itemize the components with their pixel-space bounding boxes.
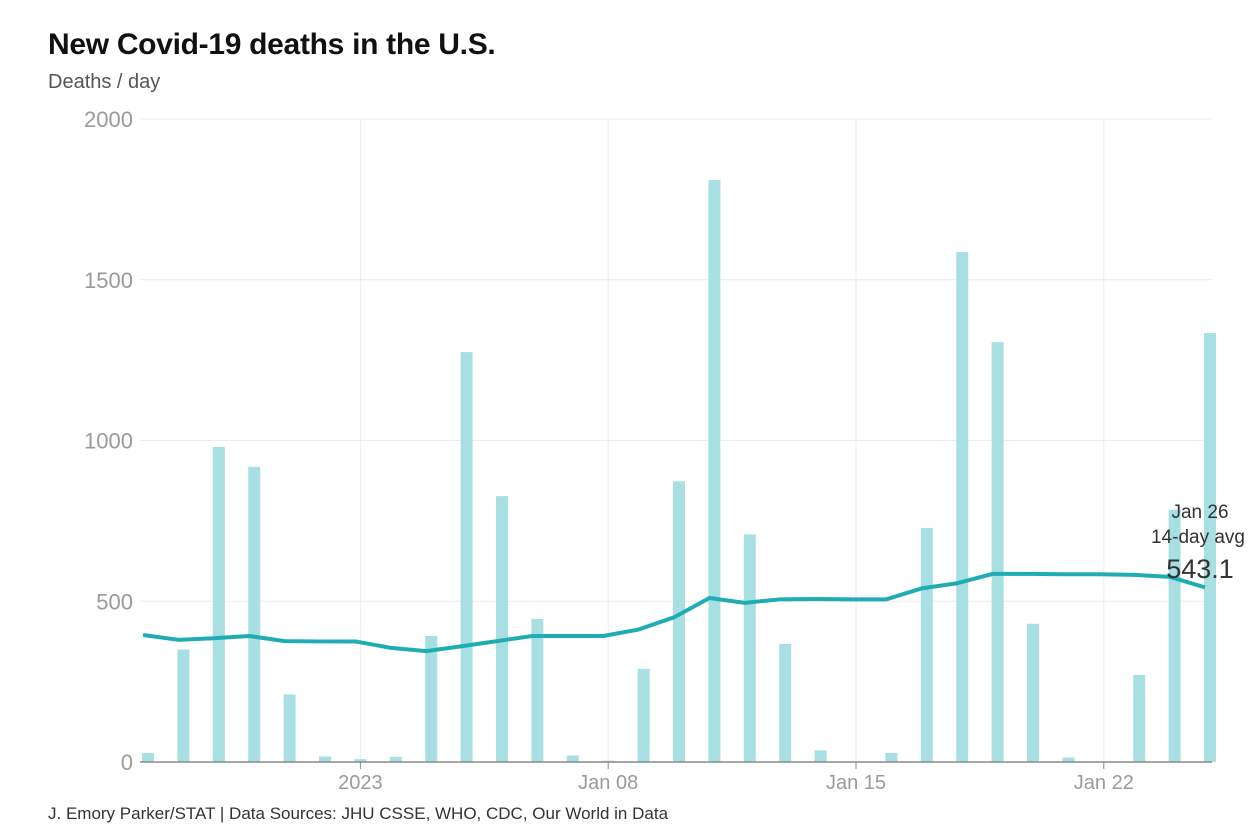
annotation-value: 543.1 [1166, 554, 1234, 584]
x-tick-label: Jan 22 [1074, 772, 1134, 794]
y-tick-label: 500 [96, 589, 133, 614]
bar-2023-01-05 [460, 352, 473, 762]
bar-2023-01-21 [1027, 623, 1039, 762]
bar-2022-12-27 [142, 752, 154, 762]
bar-2023-01-17 [885, 752, 898, 762]
y-tick-label: 1000 [84, 429, 133, 454]
chart-subtitle: Deaths / day [48, 71, 161, 93]
annotation-date: Jan 26 [1171, 502, 1228, 523]
bar-2023-01-24 [1133, 674, 1146, 762]
bar-2023-01-22 [1062, 757, 1075, 762]
bar-2023-01-20 [991, 342, 1004, 762]
bar-2023-01-07 [531, 618, 544, 762]
bar-2023-01-11 [673, 481, 685, 762]
bar-2023-01-26 [1204, 333, 1216, 762]
y-tick-label: 2000 [84, 107, 133, 132]
bar-2022-12-29 [212, 446, 225, 762]
bar-2023-01-01 [319, 756, 331, 762]
bar-2023-01-14 [779, 644, 792, 762]
y-tick-label: 1500 [84, 268, 133, 293]
annotation-label: 14-day avg [1151, 527, 1245, 548]
chart-title: New Covid-19 deaths in the U.S. [48, 28, 496, 61]
x-tick-label: Jan 08 [578, 772, 638, 794]
bar-2023-01-12 [708, 180, 721, 762]
bar-2023-01-13 [743, 534, 756, 762]
x-tick-label: 2023 [338, 772, 383, 794]
bar-2023-01-04 [425, 635, 438, 762]
bar-2022-12-28 [177, 649, 190, 762]
bar-2023-01-02 [354, 759, 367, 762]
bar-2023-01-03 [389, 756, 402, 762]
bar-2023-01-18 [920, 527, 933, 762]
bar-2022-12-30 [248, 466, 261, 762]
source-credit: J. Emory Parker/STAT | Data Sources: JHU… [48, 804, 669, 823]
y-tick-label: 0 [121, 750, 133, 775]
bar-2023-01-08 [566, 755, 579, 762]
bar-2023-01-10 [637, 668, 650, 762]
bar-2022-12-31 [283, 694, 296, 762]
bar-2023-01-25 [1168, 509, 1181, 762]
bar-2023-01-15 [814, 750, 827, 762]
x-tick-label: Jan 15 [826, 772, 886, 794]
bar-2023-01-06 [496, 496, 508, 762]
bar-2023-01-19 [956, 252, 969, 762]
